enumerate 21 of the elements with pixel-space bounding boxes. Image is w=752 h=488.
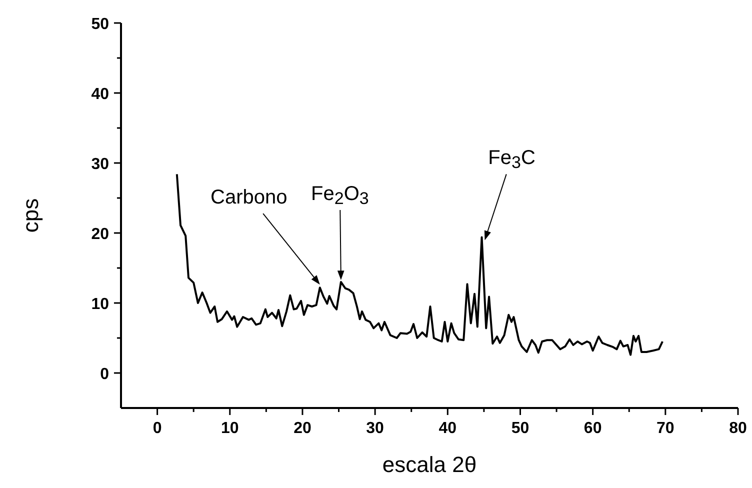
y-tick-label: 10 xyxy=(91,296,110,313)
x-tick-label: 60 xyxy=(584,420,602,437)
annotation: Fe$_{2}$O$_{3}$ xyxy=(311,183,369,208)
x-tick-label: 40 xyxy=(438,420,457,437)
line-series xyxy=(176,173,664,356)
y-axis-title: cps xyxy=(18,198,43,233)
y-tick-label: 40 xyxy=(91,86,110,103)
y-tick-label: 20 xyxy=(91,226,110,243)
x-tick-label: 20 xyxy=(294,420,312,437)
annotation: Carbono xyxy=(210,186,288,209)
x-tick-label: 70 xyxy=(656,420,674,437)
x-tick-label: 30 xyxy=(366,420,384,437)
x-tick-label: 80 xyxy=(729,420,747,437)
y-tick-label: 30 xyxy=(91,156,110,173)
x-tick-label: 50 xyxy=(511,420,530,437)
x-tick-label: 10 xyxy=(220,420,239,437)
y-tick-label: 0 xyxy=(100,366,110,383)
x-axis-title: escala 2θ xyxy=(382,452,477,477)
x-tick-label: 0 xyxy=(152,420,162,437)
annotation: Fe$_{3}$C xyxy=(488,147,536,172)
y-tick-label: 50 xyxy=(91,16,110,33)
